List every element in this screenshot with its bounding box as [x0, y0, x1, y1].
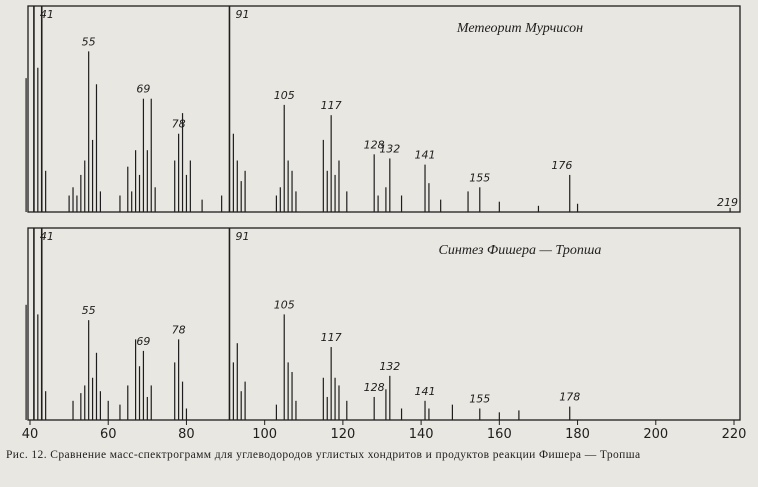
x-tick-label: 220: [722, 427, 747, 442]
peak-label: 41: [40, 230, 54, 243]
panel-frame: [27, 5, 741, 213]
caption: Рис. 12. Сравнение масс-спектрограмм для…: [6, 449, 641, 461]
peak-label: 55: [82, 304, 96, 317]
x-tick-label: 120: [330, 427, 355, 442]
panel-title: Синтез Фишера — Тропша: [439, 243, 602, 258]
peak-label: 78: [172, 323, 186, 336]
peak-label: 178: [559, 391, 580, 404]
x-tick-label: 160: [487, 427, 512, 442]
panel-frame: [27, 227, 741, 421]
peak-label: 132: [379, 142, 400, 155]
peak-label: 141: [415, 385, 436, 398]
x-tick-label: 80: [178, 427, 195, 442]
end-label: 219: [717, 196, 738, 209]
peak-label: 141: [415, 149, 436, 162]
x-tick-label: 60: [100, 427, 117, 442]
peak-label: 176: [551, 159, 572, 172]
peak-label: 91: [235, 8, 249, 21]
peak-label: 105: [274, 89, 295, 102]
peak-label: 117: [321, 331, 342, 344]
x-tick-label: 140: [409, 427, 434, 442]
x-tick-label: 100: [252, 427, 277, 442]
peak-label: 91: [235, 230, 249, 243]
x-tick-label: 180: [565, 427, 590, 442]
peak-label: 128: [364, 138, 385, 151]
peak-label: 132: [379, 360, 400, 373]
x-tick-label: 40: [22, 427, 39, 442]
peak-label: 155: [469, 171, 490, 184]
peak-label: 128: [364, 381, 385, 394]
peak-label: 117: [321, 99, 342, 112]
panel-title: Метеорит Мурчисон: [456, 21, 583, 36]
peak-label: 105: [274, 298, 295, 311]
peak-label: 55: [82, 35, 96, 48]
peak-label: 41: [40, 8, 54, 21]
x-tick-label: 200: [643, 427, 668, 442]
peak-label: 155: [469, 392, 490, 405]
peak-label: 69: [136, 335, 150, 348]
peak-label: 78: [172, 118, 186, 131]
peak-label: 69: [136, 83, 150, 96]
